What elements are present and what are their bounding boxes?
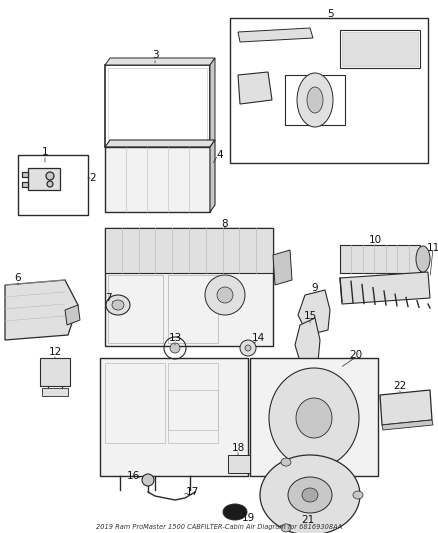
Ellipse shape bbox=[245, 345, 251, 351]
Bar bbox=[342, 32, 418, 66]
Ellipse shape bbox=[297, 73, 333, 127]
Ellipse shape bbox=[269, 368, 359, 468]
Polygon shape bbox=[65, 305, 80, 325]
Polygon shape bbox=[340, 272, 430, 304]
Polygon shape bbox=[105, 58, 215, 65]
Bar bbox=[40, 358, 70, 386]
Text: 18: 18 bbox=[231, 443, 245, 453]
Ellipse shape bbox=[205, 275, 245, 315]
Polygon shape bbox=[5, 280, 78, 340]
Ellipse shape bbox=[240, 340, 256, 356]
Polygon shape bbox=[238, 72, 272, 104]
Bar bbox=[285, 75, 345, 125]
Bar bbox=[340, 245, 420, 273]
Bar bbox=[228, 455, 250, 473]
Ellipse shape bbox=[260, 455, 360, 533]
Polygon shape bbox=[295, 318, 320, 368]
Polygon shape bbox=[380, 390, 432, 425]
Text: 8: 8 bbox=[222, 219, 228, 229]
Polygon shape bbox=[210, 140, 215, 212]
Ellipse shape bbox=[223, 504, 247, 520]
Bar bbox=[105, 363, 165, 443]
Text: 12: 12 bbox=[48, 347, 62, 357]
Bar bbox=[168, 363, 218, 443]
Text: 3: 3 bbox=[152, 50, 158, 60]
Bar bbox=[18, 155, 88, 215]
Text: 17: 17 bbox=[185, 487, 198, 497]
Ellipse shape bbox=[302, 488, 318, 502]
Text: 21: 21 bbox=[301, 515, 314, 525]
Ellipse shape bbox=[170, 343, 180, 353]
Text: 10: 10 bbox=[368, 235, 381, 245]
Bar bbox=[22, 182, 28, 187]
Text: 6: 6 bbox=[15, 273, 21, 283]
Text: 5: 5 bbox=[327, 9, 333, 19]
Polygon shape bbox=[382, 420, 433, 430]
Polygon shape bbox=[238, 28, 313, 42]
Bar bbox=[230, 18, 428, 163]
Text: 2019 Ram ProMaster 1500 CABFILTER-Cabin Air Diagram for 68169308AA: 2019 Ram ProMaster 1500 CABFILTER-Cabin … bbox=[96, 524, 342, 530]
Ellipse shape bbox=[217, 287, 233, 303]
Text: 14: 14 bbox=[251, 333, 265, 343]
Polygon shape bbox=[273, 250, 292, 285]
Text: 15: 15 bbox=[304, 311, 317, 321]
Text: 22: 22 bbox=[393, 381, 406, 391]
Ellipse shape bbox=[307, 87, 323, 113]
Bar bbox=[105, 228, 273, 273]
Text: 1: 1 bbox=[42, 147, 48, 157]
Bar bbox=[250, 358, 378, 476]
Bar bbox=[42, 388, 68, 396]
Ellipse shape bbox=[106, 295, 130, 315]
Text: 2: 2 bbox=[90, 173, 96, 183]
Bar bbox=[108, 68, 207, 144]
Ellipse shape bbox=[281, 458, 291, 466]
Polygon shape bbox=[210, 58, 215, 147]
Polygon shape bbox=[105, 140, 215, 147]
Ellipse shape bbox=[142, 474, 154, 486]
Bar bbox=[340, 30, 420, 68]
Ellipse shape bbox=[46, 172, 54, 180]
Ellipse shape bbox=[288, 477, 332, 513]
Text: 11: 11 bbox=[426, 243, 438, 253]
Bar bbox=[105, 65, 210, 147]
Bar bbox=[108, 275, 163, 343]
Bar bbox=[100, 358, 248, 476]
Ellipse shape bbox=[281, 524, 291, 532]
Ellipse shape bbox=[47, 181, 53, 187]
Text: 16: 16 bbox=[127, 471, 140, 481]
Bar bbox=[105, 147, 210, 212]
Text: 7: 7 bbox=[105, 293, 111, 303]
Ellipse shape bbox=[296, 398, 332, 438]
Polygon shape bbox=[298, 290, 330, 335]
Ellipse shape bbox=[416, 246, 430, 272]
Text: 13: 13 bbox=[168, 333, 182, 343]
Ellipse shape bbox=[353, 491, 363, 499]
Text: 20: 20 bbox=[350, 350, 363, 360]
Bar bbox=[22, 172, 28, 177]
Text: 19: 19 bbox=[241, 513, 254, 523]
Bar bbox=[168, 275, 218, 343]
Text: 4: 4 bbox=[217, 150, 223, 160]
Text: 9: 9 bbox=[312, 283, 318, 293]
Bar bbox=[28, 168, 60, 190]
Bar bbox=[105, 228, 273, 346]
Ellipse shape bbox=[112, 300, 124, 310]
